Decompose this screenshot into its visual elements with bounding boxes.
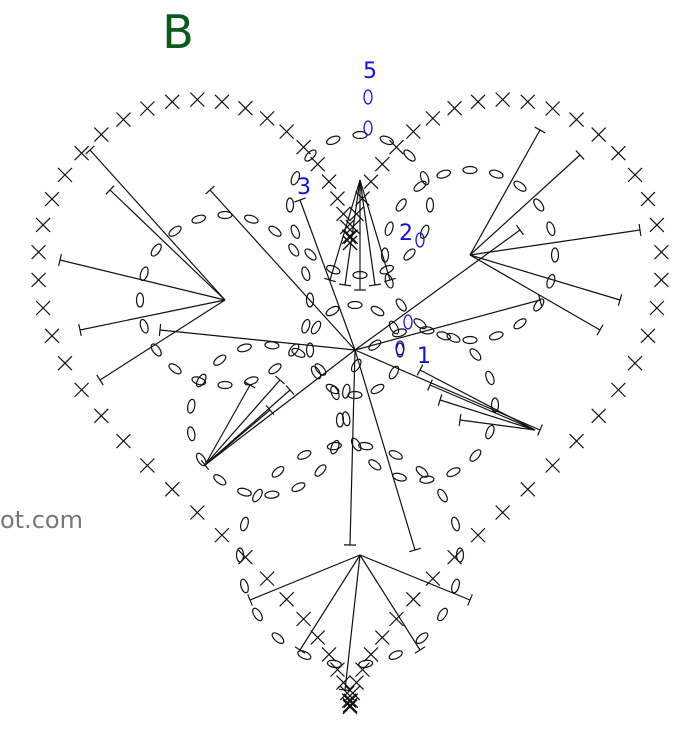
round-label: 5	[363, 59, 377, 84]
crochet-diagram: B 5 3 2 1 ot.com	[0, 0, 686, 745]
watermark: ot.com	[0, 506, 83, 534]
diagram-title: B	[162, 5, 194, 59]
round-label: 2	[399, 221, 413, 246]
round-label: 3	[297, 175, 311, 200]
round-label: 1	[417, 344, 431, 369]
background	[0, 0, 686, 745]
